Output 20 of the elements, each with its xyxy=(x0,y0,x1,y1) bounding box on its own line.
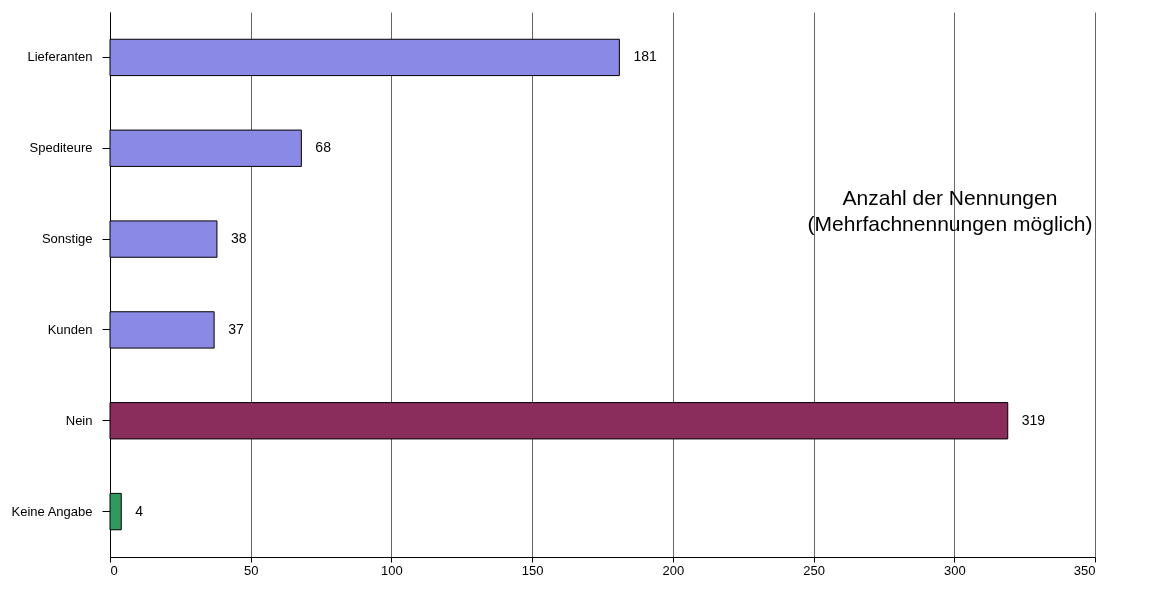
x-tick-label: 350 xyxy=(1073,562,1096,578)
x-tick-label: 200 xyxy=(662,562,685,578)
y-tick-label: Kunden xyxy=(47,321,93,337)
x-tick-label: 100 xyxy=(381,562,403,578)
x-tick-label: 0 xyxy=(110,562,118,578)
x-tick-label: 250 xyxy=(803,562,825,578)
data-label: 319 xyxy=(1021,411,1046,428)
data-label: 181 xyxy=(633,48,657,65)
y-tick-label: Sonstige xyxy=(41,231,93,247)
y-tick-label: Nein xyxy=(65,412,93,428)
x-tick-label: 300 xyxy=(943,562,966,578)
data-label: 68 xyxy=(315,139,332,156)
y-tick-label: Keine Angabe xyxy=(11,503,93,519)
data-label: 38 xyxy=(230,230,247,247)
y-tick-label: Spediteure xyxy=(29,140,93,156)
y-tick-label: Lieferanten xyxy=(27,49,93,65)
x-tick-label: 150 xyxy=(521,562,544,578)
data-label: 37 xyxy=(228,320,244,337)
data-label: 4 xyxy=(135,502,144,519)
x-tick-label: 50 xyxy=(243,562,259,578)
